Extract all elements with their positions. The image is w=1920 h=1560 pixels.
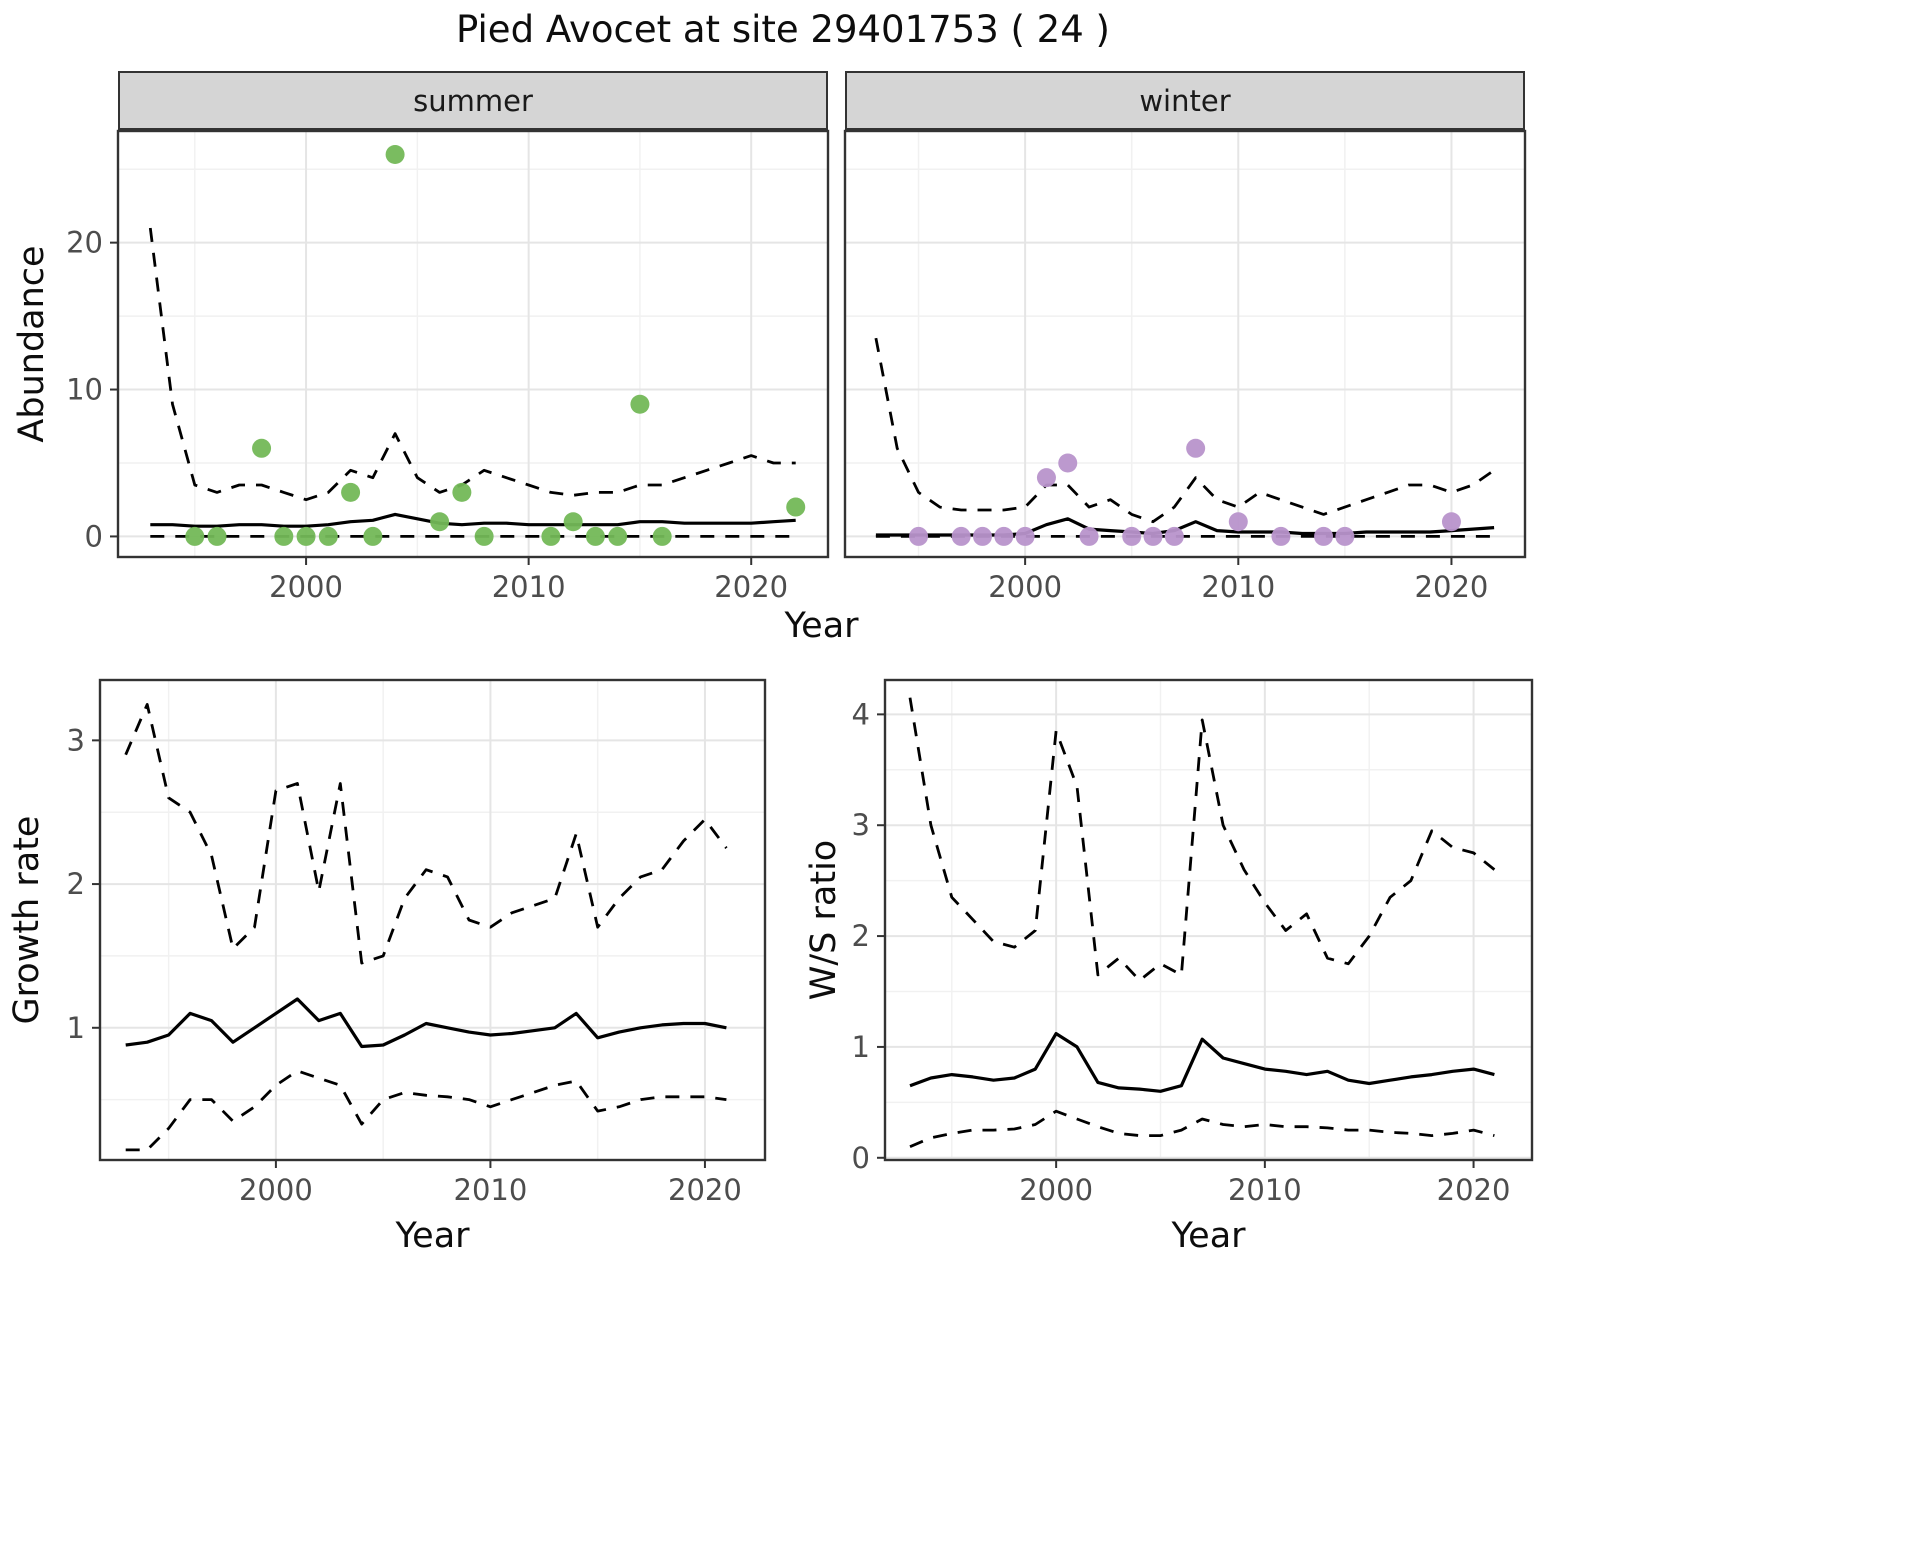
svg-text:1: 1 [852, 1030, 870, 1064]
svg-text:3: 3 [852, 808, 870, 842]
svg-text:2020: 2020 [1415, 570, 1489, 604]
svg-text:0: 0 [852, 1141, 870, 1175]
svg-text:3: 3 [67, 723, 85, 757]
growth-rate-chart: 2000 2010 2020 1 2 3 [67, 678, 767, 1207]
svg-text:2020: 2020 [1437, 1173, 1511, 1207]
svg-text:2000: 2000 [1019, 1173, 1093, 1207]
svg-text:1: 1 [67, 1011, 85, 1045]
svg-text:4: 4 [852, 697, 870, 731]
svg-text:20: 20 [66, 226, 103, 260]
chart-title: Pied Avocet at site 29401753 ( 24 ) [456, 8, 1110, 51]
svg-text:10: 10 [66, 373, 103, 407]
facet-strip-summer-label: summer [413, 83, 533, 118]
svg-text:2010: 2010 [492, 570, 566, 604]
svg-text:2000: 2000 [988, 570, 1062, 604]
svg-text:2000: 2000 [269, 570, 343, 604]
svg-text:2010: 2010 [1201, 570, 1275, 604]
top-year-axis-label: Year [784, 606, 859, 646]
growth-year-axis-label: Year [395, 1216, 470, 1256]
svg-text:2010: 2010 [454, 1173, 528, 1207]
abundance-summer-chart: 2000 2010 2020 0 10 20 [66, 129, 830, 604]
svg-text:2: 2 [67, 867, 85, 901]
ws-ratio-chart: 2000 2010 2020 0 1 2 3 4 [852, 678, 1534, 1207]
svg-text:2: 2 [852, 919, 870, 953]
facet-strip-winter: winter [845, 71, 1525, 130]
ws-year-axis-label: Year [1171, 1216, 1246, 1256]
svg-text:0: 0 [85, 519, 103, 553]
facet-strip-summer: summer [118, 71, 828, 130]
svg-text:2010: 2010 [1228, 1173, 1302, 1207]
svg-text:2020: 2020 [668, 1173, 742, 1207]
svg-text:2000: 2000 [239, 1173, 313, 1207]
abundance-winter-chart: 2000 2010 2020 [843, 129, 1527, 604]
facet-strip-winter-label: winter [1139, 83, 1231, 118]
svg-text:2020: 2020 [714, 570, 788, 604]
